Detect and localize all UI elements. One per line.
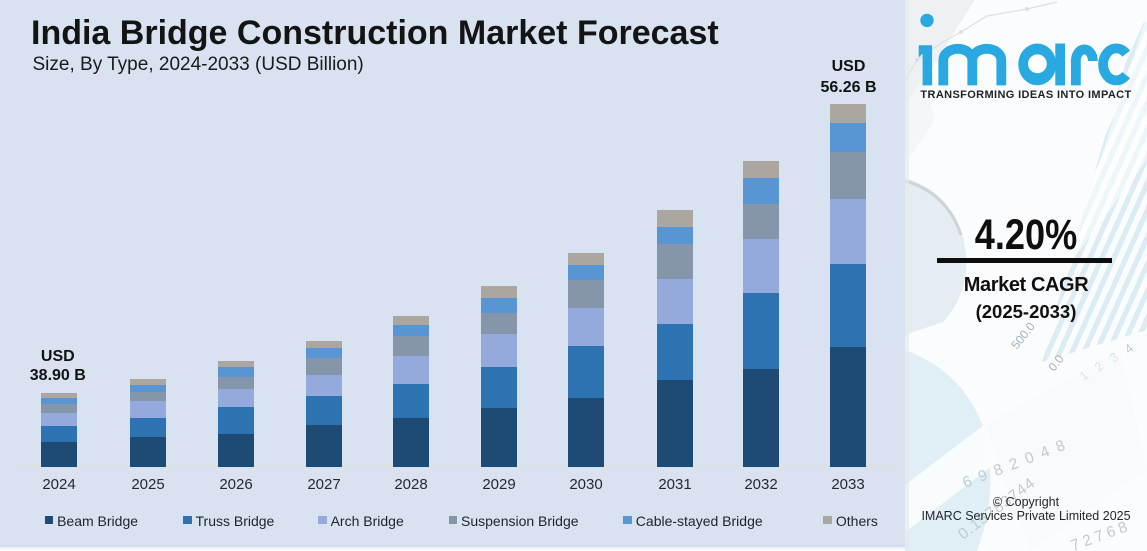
svg-text:4: 4 (1122, 341, 1136, 356)
svg-text:500.0: 500.0 (1008, 319, 1038, 352)
